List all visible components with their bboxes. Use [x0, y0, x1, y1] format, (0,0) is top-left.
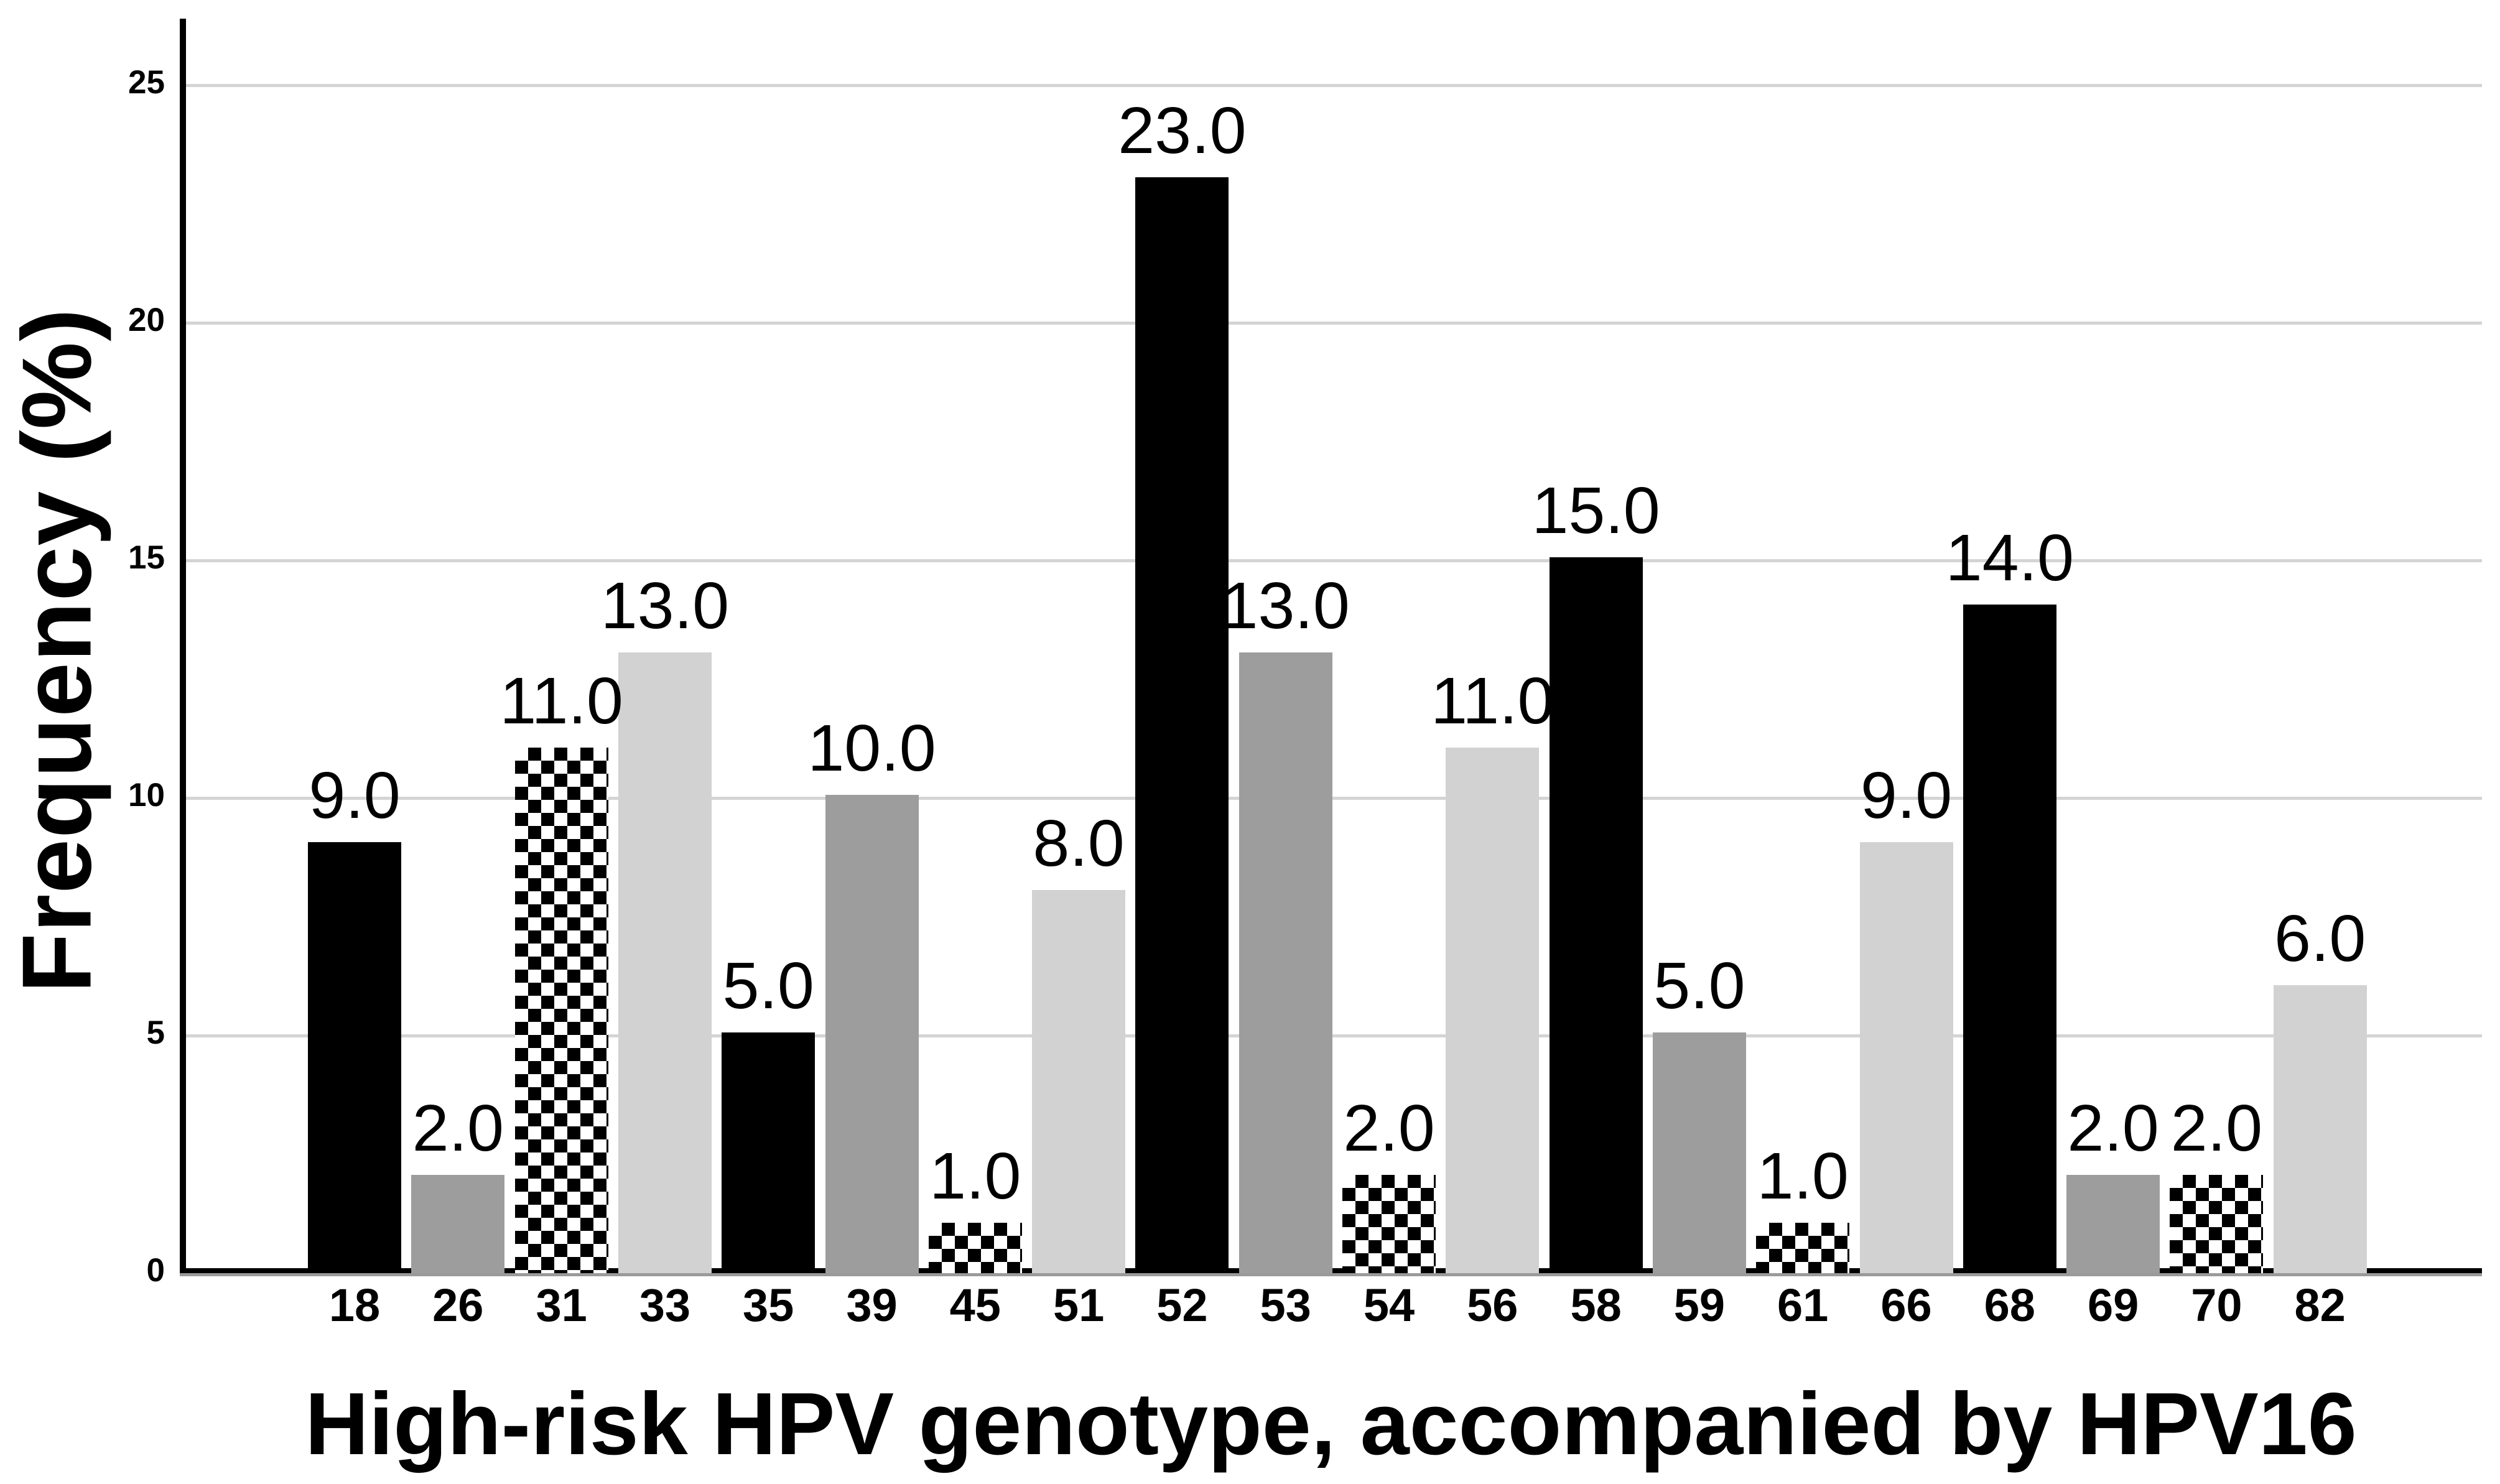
bar-value-label-26: 2.0 — [412, 1092, 504, 1166]
bar-82 — [2273, 985, 2367, 1273]
x-axis-title: High-risk HPV genotype, accompanied by H… — [305, 1375, 2357, 1473]
bar-18 — [308, 842, 401, 1273]
y-tick-label-15: 15 — [128, 539, 165, 576]
bar-value-label-31: 11.0 — [500, 664, 623, 738]
x-tick-label-18: 18 — [328, 1279, 381, 1331]
bar-value-label-82: 6.0 — [2274, 901, 2366, 975]
bar-value-label-68: 14.0 — [1945, 521, 2074, 595]
y-tick-label-5: 5 — [146, 1014, 165, 1051]
bar-53 — [1238, 652, 1332, 1273]
gridline-10 — [186, 797, 2482, 800]
bar-value-label-61: 1.0 — [1757, 1139, 1849, 1213]
x-tick-label-35: 35 — [743, 1279, 794, 1331]
bar-45 — [928, 1222, 1022, 1273]
bar-66 — [1859, 842, 1953, 1273]
bar-69 — [2066, 1175, 2160, 1273]
x-tick-label-53: 53 — [1260, 1279, 1311, 1331]
plot-area: 9.0 2.0 11.0 13.0 5.0 10.0 1.0 8.0 23.0 13.0 2.0 11… — [186, 19, 2482, 1273]
x-tick-label-31: 31 — [536, 1279, 587, 1331]
bar-value-label-59: 5.0 — [1653, 949, 1745, 1023]
bar-59 — [1652, 1032, 1746, 1273]
y-axis-line — [180, 19, 186, 1276]
y-axis-title: Frequency (%) — [2, 308, 112, 993]
bar-39 — [825, 795, 919, 1273]
x-axis-baseline-shadow — [180, 1273, 2482, 1276]
bar-52 — [1135, 177, 1229, 1273]
bar-54 — [1342, 1175, 1436, 1273]
x-tick-label-69: 69 — [2087, 1279, 2139, 1331]
x-tick-label-54: 54 — [1363, 1279, 1415, 1331]
bar-51 — [1032, 889, 1126, 1273]
bar-68 — [1963, 605, 2056, 1273]
bar-value-label-58: 15.0 — [1531, 474, 1660, 547]
x-tick-label-33: 33 — [639, 1279, 691, 1331]
x-tick-label-26: 26 — [432, 1279, 484, 1331]
bar-35 — [722, 1032, 816, 1273]
x-tick-label-66: 66 — [1880, 1279, 1932, 1331]
y-tick-label-20: 20 — [128, 302, 165, 338]
bar-value-label-53: 13.0 — [1221, 568, 1350, 642]
y-tick-label-25: 25 — [128, 64, 165, 101]
bar-value-label-52: 23.0 — [1118, 93, 1247, 167]
gridline-25 — [186, 84, 2482, 87]
x-tick-label-56: 56 — [1467, 1279, 1518, 1331]
bar-56 — [1446, 747, 1540, 1273]
bar-61 — [1756, 1222, 1850, 1273]
x-tick-label-70: 70 — [2191, 1279, 2242, 1331]
bar-70 — [2170, 1175, 2264, 1273]
x-tick-label-39: 39 — [846, 1279, 898, 1331]
bar-value-label-56: 11.0 — [1431, 664, 1554, 738]
bar-31 — [514, 747, 608, 1273]
x-tick-label-59: 59 — [1673, 1279, 1726, 1331]
bar-value-label-51: 8.0 — [1033, 806, 1125, 880]
x-tick-label-61: 61 — [1777, 1279, 1829, 1331]
bar-value-label-66: 9.0 — [1860, 759, 1953, 833]
bar-value-label-18: 9.0 — [309, 759, 401, 833]
bar-value-label-70: 2.0 — [2170, 1092, 2263, 1166]
bar-33 — [618, 652, 712, 1273]
gridline-5 — [186, 1034, 2482, 1037]
bar-58 — [1549, 557, 1643, 1273]
gridline-15 — [186, 559, 2482, 562]
y-tick-label-0: 0 — [146, 1252, 165, 1289]
gridline-20 — [186, 322, 2482, 325]
bar-value-label-39: 10.0 — [807, 712, 936, 785]
x-tick-label-45: 45 — [949, 1279, 1001, 1331]
bar-value-label-69: 2.0 — [2067, 1092, 2159, 1166]
x-tick-label-52: 52 — [1156, 1279, 1208, 1331]
bar-value-label-33: 13.0 — [600, 568, 730, 642]
x-tick-label-58: 58 — [1570, 1279, 1622, 1331]
x-axis-line — [186, 1268, 2482, 1273]
bar-value-label-45: 1.0 — [929, 1139, 1021, 1213]
bar-value-label-54: 2.0 — [1343, 1092, 1435, 1166]
x-tick-label-68: 68 — [1984, 1279, 2035, 1331]
x-tick-label-82: 82 — [2294, 1279, 2346, 1331]
bar-value-label-35: 5.0 — [722, 949, 814, 1023]
y-tick-label-10: 10 — [128, 777, 165, 814]
x-tick-label-51: 51 — [1053, 1279, 1105, 1331]
bar-26 — [411, 1175, 505, 1273]
